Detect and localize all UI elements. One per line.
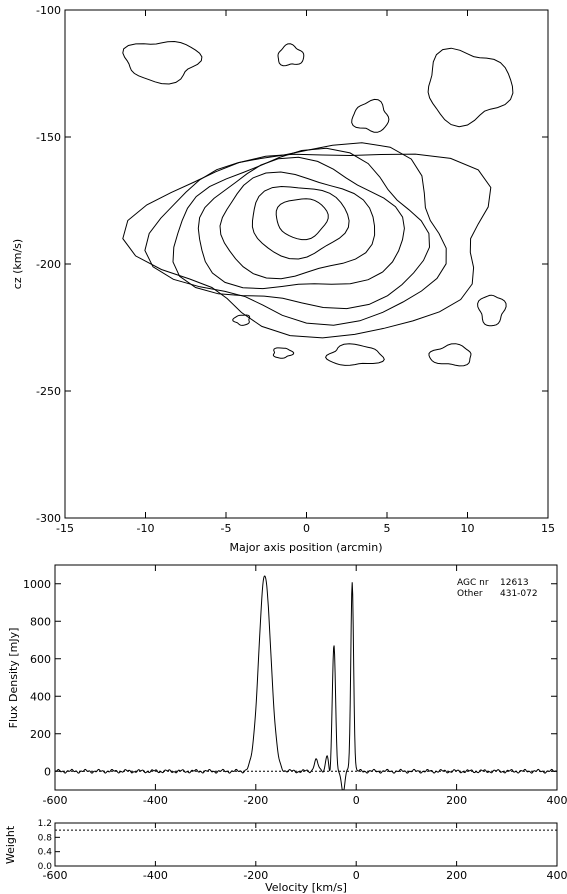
pv-x-tick-label: 10 — [461, 522, 475, 535]
weight-y-ticks: 0.0 0.4 0.8 1.2 — [38, 819, 60, 872]
weight-x-tick-label: 200 — [446, 869, 467, 882]
contour-level — [251, 185, 350, 260]
weight-plot-frame — [54, 822, 558, 867]
contour-level — [144, 142, 447, 326]
spec-y-tick-label: 0 — [44, 765, 51, 778]
pv-x-tick-label: -10 — [137, 522, 155, 535]
pv-y-tick-label: -250 — [36, 385, 61, 398]
contour-island — [325, 343, 385, 366]
spec-y-tick-label: 400 — [30, 690, 51, 703]
contour-level — [197, 156, 405, 290]
pv-x-tick-label: -5 — [221, 522, 232, 535]
contour-level — [219, 171, 376, 280]
weight-x-tick-label: -600 — [43, 869, 68, 882]
weight-y-tick-label: 1.2 — [38, 819, 52, 829]
agc-label: AGC nr — [457, 578, 489, 588]
spec-y-tick-label: 200 — [30, 728, 51, 741]
contour-island — [428, 343, 472, 367]
contour-level — [275, 198, 329, 241]
weight-y-tick-label: 0.8 — [38, 833, 53, 843]
pv-x-ticks: -15 -10 -5 0 5 10 15 — [56, 10, 555, 535]
pv-y-tick-label: -100 — [36, 4, 61, 17]
spec-y-tick-label: 800 — [30, 615, 51, 628]
pv-y-tick-label: -300 — [36, 512, 61, 525]
spec-y-tick-label: 1000 — [23, 578, 51, 591]
spectrum-series-line — [54, 575, 558, 791]
pv-x-tick-label: 5 — [384, 522, 391, 535]
pv-y-ticks: -300 -250 -200 -150 -100 — [36, 4, 548, 525]
weight-y-tick-label: 0.4 — [38, 848, 53, 858]
other-value: 431-072 — [500, 589, 538, 599]
contour-island — [477, 294, 507, 327]
contour-island — [232, 314, 251, 326]
pv-y-tick-label: -200 — [36, 258, 61, 271]
contour-island — [351, 98, 390, 133]
spec-y-tick-label: 600 — [30, 653, 51, 666]
pv-contour-panel: -15 -10 -5 0 5 10 15 -300 -250 -200 -150 -100 Majo… — [11, 4, 555, 554]
spectrum-x-ticks: -600 -400 -200 0 200 400 — [43, 565, 567, 807]
contour-level — [172, 147, 431, 310]
spec-x-tick-label: 200 — [446, 794, 467, 807]
other-label: Other — [457, 589, 483, 599]
contour-island — [277, 43, 305, 67]
contour-island — [427, 47, 514, 128]
pv-x-tick-label: 0 — [303, 522, 310, 535]
pv-x-tick-label: -15 — [56, 522, 74, 535]
pv-plot-frame — [64, 9, 549, 519]
pv-y-tick-label: -150 — [36, 131, 61, 144]
weight-x-tick-label: 0 — [353, 869, 360, 882]
weight-x-tick-label: -200 — [243, 869, 268, 882]
contour-level — [122, 153, 492, 339]
pv-y-axis-label: cz (km/s) — [11, 239, 24, 289]
pv-x-axis-label: Major axis position (arcmin) — [229, 541, 382, 554]
weight-y-axis-label: Weight — [4, 825, 17, 864]
weight-x-ticks: -600 -400 -200 0 200 400 — [43, 823, 567, 882]
spec-x-tick-label: 0 — [353, 794, 360, 807]
pv-contour-lines — [122, 40, 514, 367]
contour-island — [272, 347, 295, 359]
weight-panel: -600 -400 -200 0 200 400 0.0 0.4 0.8 1.2 Velocit… — [4, 819, 567, 894]
agc-value: 12613 — [500, 578, 529, 588]
weight-x-tick-label: 400 — [547, 869, 567, 882]
contour-island — [122, 40, 203, 85]
pv-x-tick-label: 15 — [541, 522, 555, 535]
spectrum-panel: -600 -400 -200 0 200 400 0 200 400 600 800 1000 Fl… — [7, 564, 567, 807]
spectrum-plot-frame — [54, 564, 558, 791]
spec-x-tick-label: -400 — [143, 794, 168, 807]
spectrum-y-axis-label: Flux Density [mJy] — [7, 628, 20, 729]
weight-x-tick-label: -400 — [143, 869, 168, 882]
spec-x-tick-label: -200 — [243, 794, 268, 807]
weight-x-axis-label: Velocity [km/s] — [265, 881, 347, 894]
spectrum-y-ticks: 0 200 400 600 800 1000 — [23, 578, 557, 778]
weight-y-tick-label: 0.0 — [38, 862, 53, 872]
spec-x-tick-label: 400 — [547, 794, 567, 807]
spec-x-tick-label: -600 — [43, 794, 68, 807]
